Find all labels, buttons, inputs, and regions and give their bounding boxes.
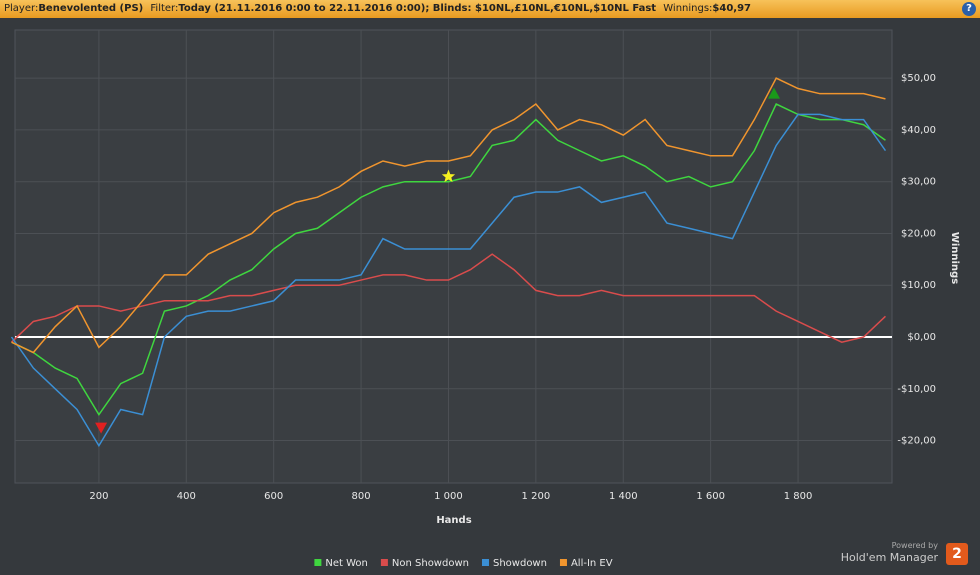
legend-swatch (559, 559, 567, 566)
x-tick-label: 1 800 (784, 491, 813, 502)
x-tick-label: 1 200 (522, 491, 551, 502)
legend-swatch (481, 559, 489, 566)
y-tick-label: -$20,00 (897, 436, 936, 447)
series-line (10, 253, 886, 343)
x-tick-label: 1 600 (696, 491, 725, 502)
product: Hold'em Manager (840, 551, 938, 564)
y-tick-label: $50,00 (901, 73, 936, 84)
marker (95, 422, 108, 434)
logo: 2 (946, 543, 968, 565)
series-line (10, 113, 887, 448)
y-tick-label: $10,00 (901, 280, 936, 291)
legend-label: Net Won (325, 558, 368, 569)
label: Player: (4, 3, 39, 14)
x-tick-label: 600 (264, 491, 283, 502)
legend-label: Showdown (493, 558, 547, 569)
marker (768, 87, 781, 99)
label: Filter: (150, 3, 179, 14)
legend-label: All-In EV (571, 558, 613, 569)
help-button[interactable]: ? (962, 2, 976, 16)
x-tick-label: 400 (177, 491, 196, 502)
filter: Today (21.11.2016 0:00 to 22.11.2016 0:0… (178, 3, 657, 14)
powered-by: Powered by (891, 541, 938, 550)
x-tick-label: 1 000 (434, 491, 463, 502)
y-tick-label: $0,00 (907, 332, 936, 343)
header-bar: Player:Benevolented (PS) Filter:Today (2… (0, 0, 980, 18)
y-tick-label: -$10,00 (897, 384, 936, 395)
y-tick-label: $40,00 (901, 125, 936, 136)
x-tick-label: 800 (352, 491, 371, 502)
x-tick-label: 1 400 (609, 491, 638, 502)
legend-label: Non Showdown (392, 558, 469, 569)
label: Winnings: (663, 3, 713, 14)
y-axis-label: Winnings (949, 232, 960, 284)
y-tick-label: $20,00 (901, 228, 936, 239)
legend-swatch (380, 559, 388, 566)
x-tick-label: 200 (89, 491, 108, 502)
x-axis-label: Hands (436, 515, 471, 526)
legend-swatch (314, 559, 322, 566)
series-line (11, 103, 886, 417)
plot-area (14, 29, 893, 484)
series-line (11, 77, 886, 354)
y-tick-label: $30,00 (901, 177, 936, 188)
player: Benevolented (PS) (38, 3, 144, 14)
branding: Powered by Hold'em Manager 2 (838, 541, 968, 567)
winnings: $40,97 (712, 3, 752, 14)
marker (441, 169, 456, 183)
